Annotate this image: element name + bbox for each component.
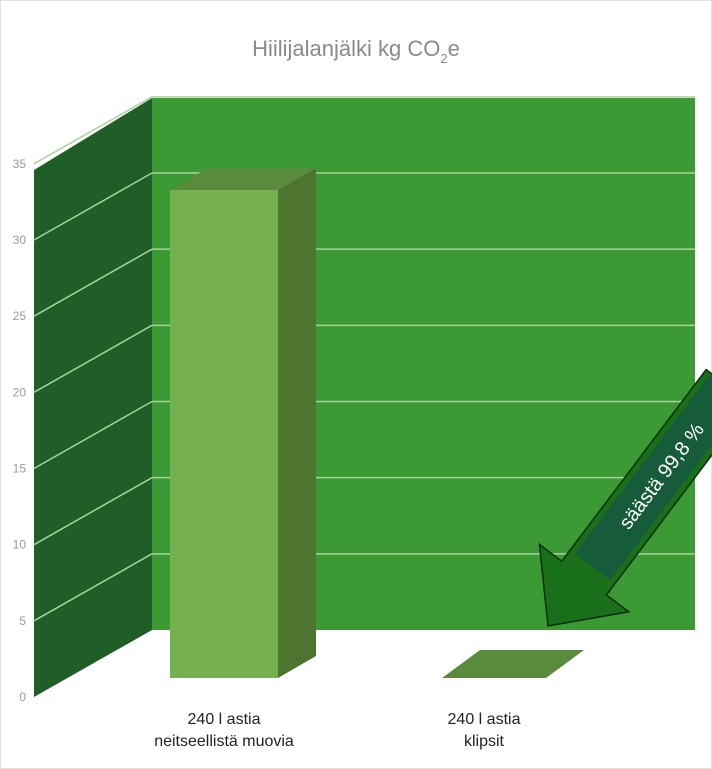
chart-title-subscript: 2 — [440, 51, 447, 66]
x-category-label-line: neitseellistä muovia — [154, 733, 294, 750]
x-category-label-line: 240 l astia — [448, 711, 521, 728]
y-tick-label: 25 — [13, 309, 27, 323]
y-tick-label: 10 — [13, 538, 27, 552]
y-tick-label: 15 — [13, 462, 27, 476]
gridline-side — [33, 400, 153, 470]
y-tick-label: 35 — [13, 157, 27, 171]
gridline-side — [33, 248, 153, 317]
chart-title-main: Hiilijalanjälki kg CO — [252, 36, 440, 61]
side-wall — [34, 98, 152, 697]
bar-top — [170, 168, 316, 190]
gridline-side — [33, 96, 153, 165]
arrow-label-background — [574, 374, 712, 581]
bar-front — [170, 190, 278, 678]
x-category-label-line: klipsit — [464, 733, 505, 750]
gridline-side — [33, 172, 153, 241]
x-category-label: 240 l astia neitseellistä muovia — [154, 711, 294, 750]
y-tick-label: 5 — [19, 614, 26, 628]
x-category-label-line: 240 l astia — [188, 711, 261, 728]
y-axis-ticks: 0 5 10 15 20 25 30 35 — [13, 157, 27, 704]
bar-side — [278, 168, 316, 678]
y-tick-label: 30 — [13, 233, 27, 247]
bar-top — [442, 650, 584, 678]
x-category-label: 240 l astia klipsit — [448, 711, 521, 750]
gridline-side — [33, 477, 153, 546]
chart-title-suffix: e — [448, 36, 460, 61]
y-tick-label: 0 — [19, 690, 26, 704]
gridline-side — [33, 324, 153, 393]
gridline-side — [33, 553, 153, 622]
y-tick-label: 20 — [13, 385, 27, 399]
chart-title: Hiilijalanjälki kg CO2e — [252, 36, 460, 66]
bars — [170, 168, 584, 678]
